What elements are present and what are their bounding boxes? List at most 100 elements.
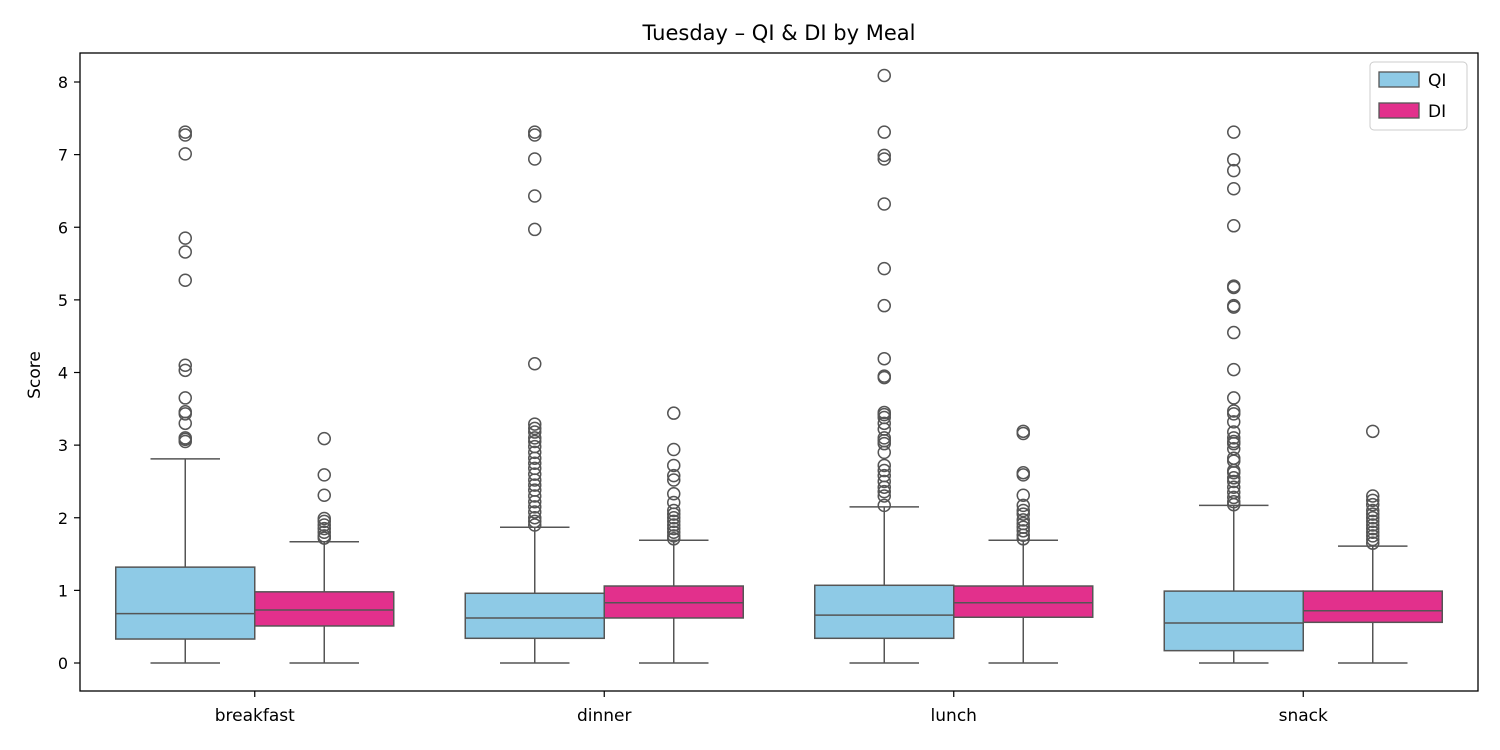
legend-swatch-di [1378,102,1420,119]
outlier-point [1227,415,1241,429]
y-tick-label: 2 [58,509,68,528]
outlier-point [528,439,542,454]
outlier-point [528,152,542,166]
x-tick-label: lunch [931,706,977,726]
y-tick-label: 6 [58,218,68,237]
outlier-point [528,357,542,371]
y-tick-label: 0 [58,654,68,673]
outlier-point [528,483,542,497]
outlier-point [528,500,542,514]
outlier-point [667,511,681,525]
iqr-box [254,591,395,627]
outlier-point [1227,485,1241,500]
outlier-point [1227,451,1241,465]
outlier-point [528,417,542,431]
y-tick-label: 8 [58,73,68,92]
outlier-point [317,529,331,543]
outlier-point [877,261,891,276]
outlier-point [528,514,542,529]
box-di-snack [1302,424,1443,664]
outlier-point [1366,497,1380,512]
outlier-point [1227,152,1241,167]
outlier-point [877,369,891,383]
outlier-point [178,358,192,372]
outlier-point [528,125,542,139]
outlier-point [1366,511,1380,525]
box-qi-breakfast [115,125,256,664]
outlier-point [528,467,542,481]
outlier-point [528,445,542,460]
iqr-box [1163,590,1304,652]
outlier-point [1366,518,1380,532]
outlier-point [877,125,891,139]
outlier-point [1366,536,1380,550]
x-tick-label: dinner [577,706,632,726]
iqr-box [1302,590,1443,624]
outlier-point [1227,471,1241,485]
outlier-point [1366,503,1380,518]
box-qi-lunch [814,68,955,664]
outlier-point [1227,279,1241,293]
outlier-point [317,511,331,526]
outlier-point [1227,490,1241,505]
outlier-point [877,148,891,163]
outlier-point [528,505,542,519]
box-di-lunch [953,424,1094,664]
outlier-point [178,125,192,139]
outlier-point [667,521,681,536]
outlier-point [1016,507,1030,521]
outlier-point [877,68,891,83]
outlier-point [877,468,891,483]
outlier-point [1227,480,1241,494]
outlier-point [667,495,681,510]
outlier-point [1016,424,1030,439]
outlier-point [1366,525,1380,540]
outlier-point [667,503,681,518]
outlier-point [667,442,681,457]
legend-label-qi: QI [1428,71,1446,91]
outlier-point [528,189,542,203]
outlier-point [317,468,331,482]
outlier-point [877,431,891,445]
chart-title: Tuesday – QI & DI by Meal [642,21,916,45]
outlier-point [528,456,542,471]
outlier-point [528,518,542,532]
box-qi-dinner [464,125,605,664]
outlier-point [528,434,542,449]
outlier-point [667,529,681,543]
outlier-point [667,514,681,529]
outlier-point [667,518,681,532]
outlier-point [877,197,891,211]
outlier-point [877,416,891,431]
outlier-point [1366,514,1380,529]
y-axis-label: Score [25,351,45,399]
outlier-point [1227,434,1241,449]
outlier-point [877,484,891,499]
x-tick-label: snack [1279,706,1328,726]
outlier-point [667,487,681,501]
outlier-point [1227,219,1241,233]
outlier-point [178,391,192,405]
outlier-point [877,463,891,478]
outlier-point [317,525,331,540]
outlier-point [1366,489,1380,503]
outlier-point [1016,524,1030,538]
outlier-point [667,525,681,540]
legend-label-di: DI [1428,102,1446,122]
outlier-point [877,152,891,166]
outlier-point [528,421,542,436]
outlier-point [667,473,681,487]
outlier-point [178,431,192,445]
outlier-point [1227,404,1241,418]
outlier-point [178,128,192,142]
outlier-point [528,461,542,476]
outlier-point [1227,325,1241,340]
outlier-point [1016,498,1030,513]
outlier-point [877,434,891,448]
outlier-point [528,511,542,525]
outlier-point [667,406,681,420]
outlier-point [1366,532,1380,547]
outlier-point [1227,163,1241,178]
iqr-box [814,584,955,640]
outlier-point [667,458,681,473]
